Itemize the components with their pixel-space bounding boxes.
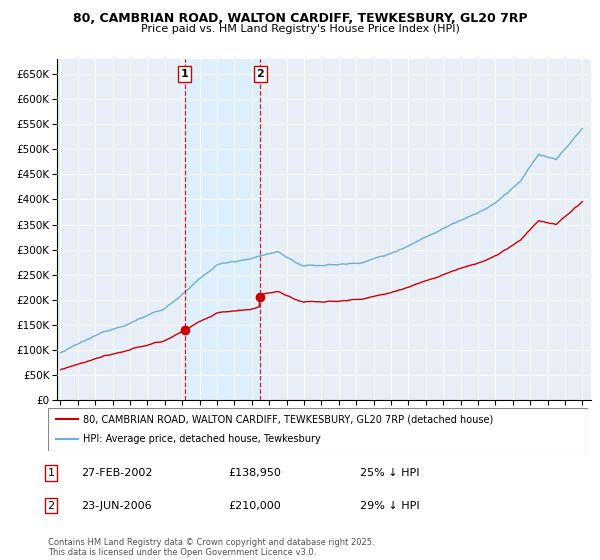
- FancyBboxPatch shape: [48, 408, 588, 451]
- Text: Contains HM Land Registry data © Crown copyright and database right 2025.
This d: Contains HM Land Registry data © Crown c…: [48, 538, 374, 557]
- Text: 25% ↓ HPI: 25% ↓ HPI: [360, 468, 419, 478]
- Text: 2: 2: [256, 69, 264, 79]
- Text: 23-JUN-2006: 23-JUN-2006: [81, 501, 152, 511]
- Text: £210,000: £210,000: [228, 501, 281, 511]
- Text: 27-FEB-2002: 27-FEB-2002: [81, 468, 152, 478]
- Text: 1: 1: [47, 468, 55, 478]
- Text: 80, CAMBRIAN ROAD, WALTON CARDIFF, TEWKESBURY, GL20 7RP: 80, CAMBRIAN ROAD, WALTON CARDIFF, TEWKE…: [73, 12, 527, 25]
- Text: HPI: Average price, detached house, Tewkesbury: HPI: Average price, detached house, Tewk…: [83, 434, 321, 444]
- Text: Price paid vs. HM Land Registry's House Price Index (HPI): Price paid vs. HM Land Registry's House …: [140, 24, 460, 34]
- Text: 29% ↓ HPI: 29% ↓ HPI: [360, 501, 419, 511]
- Text: 80, CAMBRIAN ROAD, WALTON CARDIFF, TEWKESBURY, GL20 7RP (detached house): 80, CAMBRIAN ROAD, WALTON CARDIFF, TEWKE…: [83, 414, 493, 424]
- Text: £138,950: £138,950: [228, 468, 281, 478]
- Bar: [185, 59, 260, 400]
- Text: 1: 1: [181, 69, 189, 79]
- Text: 2: 2: [47, 501, 55, 511]
